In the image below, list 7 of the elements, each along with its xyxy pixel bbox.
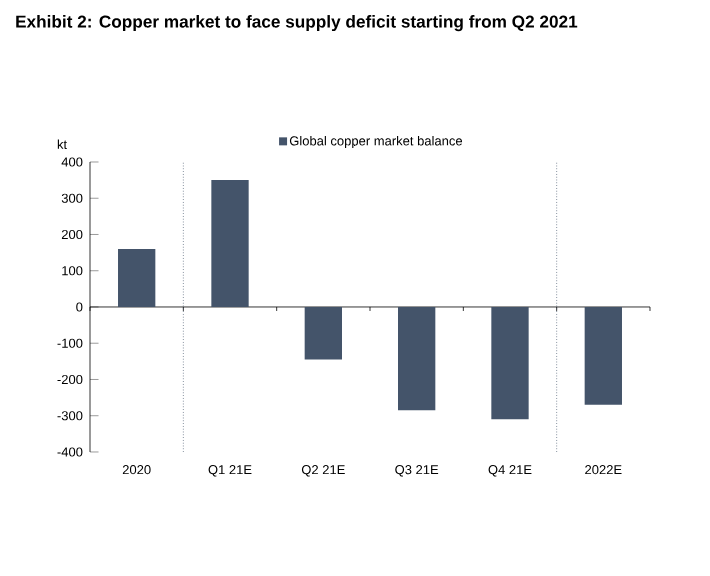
bar xyxy=(584,306,622,405)
bar xyxy=(211,180,249,307)
bar xyxy=(491,306,529,420)
chart-title: Exhibit 2: Copper market to face supply deficit starting from Q2 2021 xyxy=(16,15,578,32)
bar xyxy=(118,248,156,307)
bar xyxy=(304,306,342,360)
bar xyxy=(398,306,436,411)
